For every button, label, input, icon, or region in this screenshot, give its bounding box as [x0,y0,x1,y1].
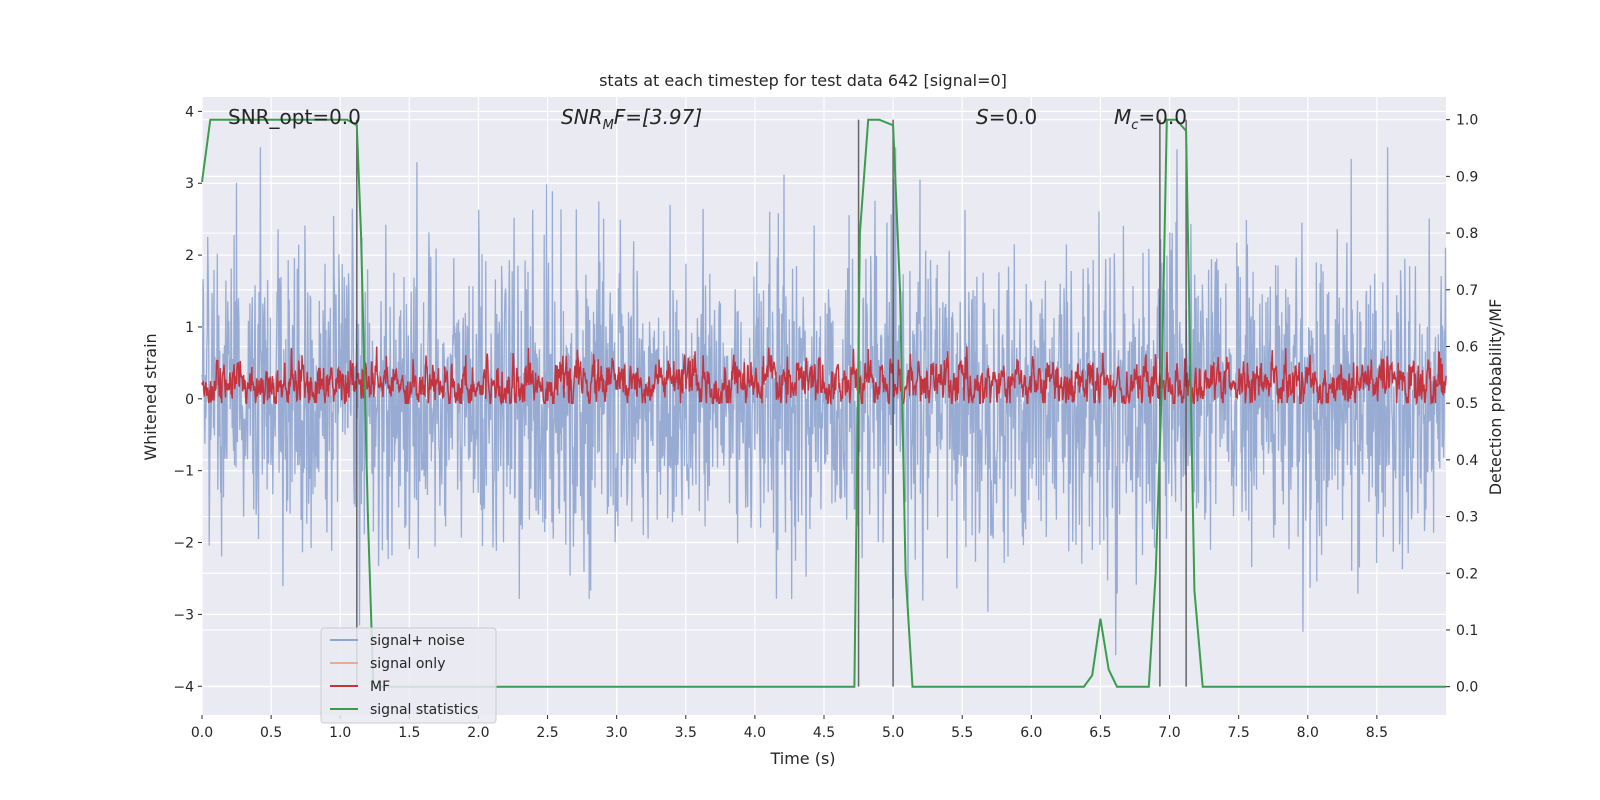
annotation-s-value: =0.0 [989,105,1038,129]
series-signal-statistics [201,118,1446,688]
legend: signal+ noise signal only MF signal stat… [320,627,497,724]
y2-tick-label: 1.0 [1456,113,1478,129]
legend-box [320,627,497,724]
y2-tick-label: 0.9 [1456,169,1478,185]
annotation-s: S=0.0 [976,105,1037,129]
y2-tick-label: 0.0 [1456,680,1478,696]
y-tick-label: 3 [185,176,194,192]
x-ticks: 0.0 0.5 1.0 1.5 2.0 2.5 3.0 3.5 4.0 4.5 5.0 5.5 6.0 6… [191,715,1388,741]
y-ticks: 4 3 2 1 0 −1 −2 −3 −4 [173,104,202,695]
y2-tick-label: 0.8 [1456,226,1478,242]
series-mf [201,346,1447,406]
chart-title: stats at each timestep for test data 642… [599,71,1007,90]
y2-tick-label: 0.6 [1456,339,1478,355]
x-tick-label: 0.5 [260,725,282,741]
x-tick-label: 0.0 [191,725,213,741]
x-tick-label: 1.0 [329,725,351,741]
y-tick-label: 1 [185,320,194,336]
x-axis-label: Time (s) [769,749,835,768]
legend-label-mf: MF [370,679,390,695]
x-tick-label: 5.0 [882,725,904,741]
y2-ticks: 1.0 0.9 0.8 0.7 0.6 0.5 0.4 0.3 0.2 0.1 0.0 [1446,113,1478,696]
x-tick-label: 7.5 [1228,725,1250,741]
annotation-snr-mf-base: SNR [561,105,603,129]
y2-tick-label: 0.2 [1456,566,1478,582]
y-tick-label: −3 [173,607,194,623]
y2-tick-label: 0.5 [1456,396,1478,412]
annotation-snr-mf-sub: M [603,118,614,133]
x-tick-label: 1.5 [398,725,420,741]
x-tick-label: 3.5 [675,725,697,741]
annotation-mc: Mc=0.0 [1114,105,1187,133]
x-tick-label: 4.5 [813,725,835,741]
annotation-mc-value: =0.0 [1138,105,1187,129]
x-tick-label: 8.5 [1366,725,1388,741]
y2-tick-label: 0.3 [1456,510,1478,526]
annotation-snr-mf-rest: F=[3.97] [614,105,702,129]
x-tick-label: 8.0 [1297,725,1319,741]
y2-tick-label: 0.7 [1456,283,1478,299]
y-tick-label: 2 [185,248,194,264]
x-tick-label: 3.0 [606,725,628,741]
annotation-mc-sub: c [1131,118,1138,133]
y-tick-label: −2 [173,536,194,552]
x-tick-label: 5.5 [951,725,973,741]
x-tick-label: 6.5 [1089,725,1111,741]
annotation-mc-symbol: M [1114,105,1131,129]
mf-line [201,346,1447,406]
legend-label-signal-statistics: signal statistics [370,702,478,718]
x-tick-label: 4.0 [744,725,766,741]
y-axis-label: Whitened strain [141,333,160,460]
annotation-snr-opt: SNR_opt=0.0 [228,105,361,129]
noise-line [201,147,1447,656]
series-signal-noise [201,147,1447,656]
x-tick-label: 2.0 [467,725,489,741]
annotation-s-symbol: S [976,105,989,129]
x-tick-label: 6.0 [1020,725,1042,741]
legend-label-signal-noise: signal+ noise [370,633,465,649]
y-tick-label: 0 [185,392,194,408]
annotation-snr-mf: SNRMF=[3.97] [561,105,702,133]
legend-label-signal-only: signal only [370,656,445,672]
x-tick-label: 2.5 [536,725,558,741]
signal-statistics-line [201,118,1446,688]
y2-axis-label: Detection probability/MF [1486,299,1505,496]
y2-tick-label: 0.4 [1456,453,1478,469]
y-tick-label: −4 [173,679,194,695]
x-tick-label: 7.0 [1158,725,1180,741]
y2-tick-label: 0.1 [1456,623,1478,639]
y-tick-label: 4 [185,104,194,120]
y-tick-label: −1 [173,464,194,480]
